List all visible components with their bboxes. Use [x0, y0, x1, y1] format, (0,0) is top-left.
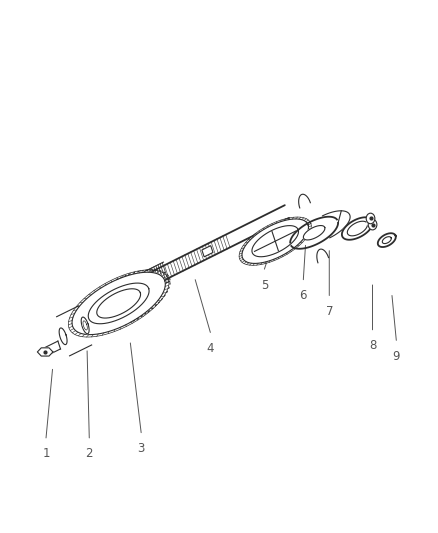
Polygon shape [242, 219, 308, 263]
Text: 6: 6 [300, 289, 307, 302]
Text: 4: 4 [207, 342, 214, 355]
Polygon shape [88, 283, 149, 324]
Text: 3: 3 [138, 442, 145, 455]
Polygon shape [378, 233, 396, 247]
Polygon shape [252, 225, 299, 257]
Text: 1: 1 [42, 447, 50, 461]
Polygon shape [202, 246, 213, 257]
Polygon shape [83, 321, 87, 330]
Text: 7: 7 [325, 305, 333, 318]
Text: 5: 5 [261, 279, 268, 292]
Circle shape [366, 213, 375, 224]
Polygon shape [37, 348, 53, 356]
Text: 2: 2 [85, 447, 93, 461]
Polygon shape [342, 217, 373, 240]
Polygon shape [97, 289, 141, 318]
Text: 8: 8 [369, 340, 376, 352]
Polygon shape [59, 328, 67, 345]
Polygon shape [81, 317, 89, 334]
Polygon shape [304, 225, 325, 240]
Polygon shape [72, 272, 165, 335]
Circle shape [368, 220, 377, 230]
Text: 9: 9 [392, 350, 400, 363]
Polygon shape [382, 237, 391, 244]
